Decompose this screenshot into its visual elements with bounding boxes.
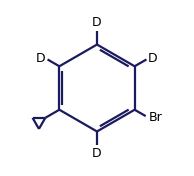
Text: Br: Br: [148, 111, 162, 124]
Text: D: D: [148, 52, 158, 65]
Text: D: D: [36, 52, 46, 65]
Text: D: D: [92, 147, 102, 160]
Text: D: D: [92, 16, 102, 29]
